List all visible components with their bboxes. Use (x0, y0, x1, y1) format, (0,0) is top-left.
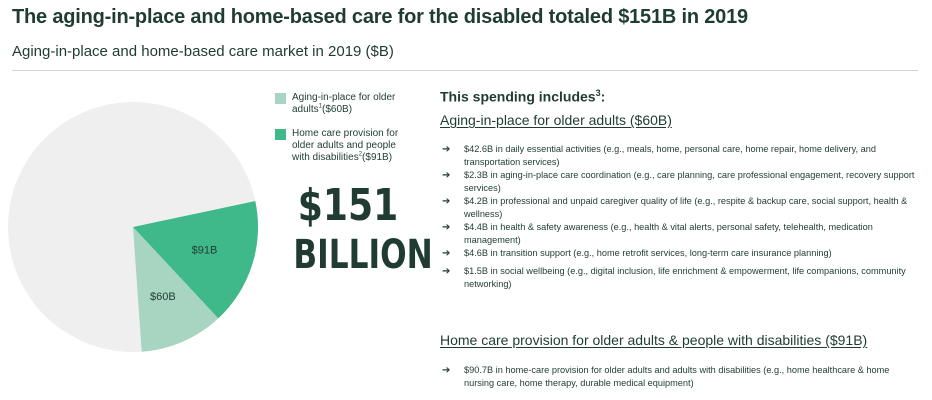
legend-label-home-care: Home care provision for older adults and… (292, 128, 399, 163)
total-unit: BILLION (293, 232, 433, 278)
home-care-spending-item-text: $90.7B in home-care provision for older … (464, 365, 890, 388)
legend-swatch-home-care (275, 129, 286, 140)
aging-spending-item-text: $2.3B in aging-in-place care coordinatio… (464, 170, 915, 193)
aging-spending-item-text: $4.6B in transition support (e.g., home … (464, 248, 832, 258)
pie-slice-home-care (133, 201, 258, 319)
pie-slice-home-care-label: $91B (192, 245, 218, 257)
pie-slice-aging (133, 227, 219, 352)
arrow-icon: ➔ (442, 170, 451, 181)
aging-spending-item-text: $4.4B in health & safety awareness (e.g.… (464, 222, 873, 245)
page-title: The aging-in-place and home-based care f… (12, 6, 748, 28)
total-amount: $151 (297, 180, 399, 231)
arrow-icon: ➔ (442, 144, 451, 155)
arrow-icon: ➔ (442, 266, 451, 277)
chart-subtitle: Aging-in-place and home-based care marke… (12, 43, 394, 60)
legend-label-aging: Aging-in-place for older adults1($60B) (292, 92, 396, 115)
aging-spending-item-text: $4.2B in professional and unpaid caregiv… (464, 196, 908, 219)
spending-heading: This spending includes3: (440, 88, 606, 105)
aging-spending-item-text: $42.6B in daily essential activities (e.… (464, 144, 876, 167)
arrow-icon: ➔ (442, 248, 451, 259)
legend-swatch-aging (275, 93, 286, 104)
pie-slice-aging-label: $60B (150, 291, 176, 303)
divider (12, 70, 918, 71)
arrow-icon: ➔ (442, 222, 451, 233)
arrow-icon: ➔ (442, 365, 451, 376)
aging-spending-item-text: $1.5B in social wellbeing (e.g., digital… (464, 266, 906, 289)
section-title-aging: Aging-in-place for older adults ($60B) (440, 112, 672, 128)
section-title-home-care: Home care provision for older adults & p… (440, 332, 868, 348)
pie-chart: $91B $60B (8, 102, 258, 352)
arrow-icon: ➔ (442, 196, 451, 207)
